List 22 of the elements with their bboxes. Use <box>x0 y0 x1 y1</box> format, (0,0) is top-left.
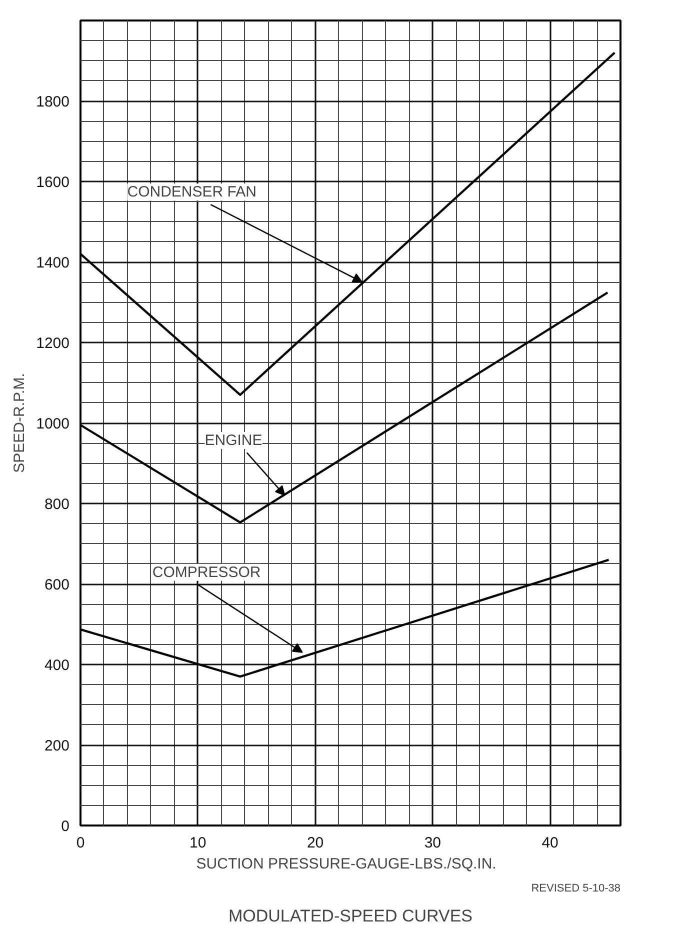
text: MODULATED-SPEED CURVES <box>228 906 473 926</box>
x-axis-title: SUCTION PRESSURE-GAUGE-LBS./SQ.IN. <box>196 856 496 872</box>
y-tick-label: 1200 <box>36 335 70 352</box>
text: REVISED 5-10-38 <box>531 882 621 894</box>
y-tick-label: 800 <box>44 496 70 513</box>
x-tick-label: 0 <box>76 834 85 852</box>
y-tick-label: 1400 <box>36 254 70 272</box>
x-tick-label: 40 <box>542 834 558 852</box>
annotation: CONDENSER FAN <box>127 184 256 201</box>
x-tick-label: 10 <box>190 834 206 852</box>
x-tick-label: 30 <box>424 834 442 852</box>
y-axis-title: SPEED-R.P.M. <box>11 373 28 473</box>
y-tick-label: 0 <box>61 818 70 835</box>
x-tick-label: 20 <box>306 834 324 852</box>
y-tick-label: 1600 <box>36 174 70 191</box>
y-tick-label: 600 <box>44 576 70 594</box>
y-tick-label: 200 <box>44 738 70 754</box>
annotation: COMPRESSOR <box>152 564 261 581</box>
y-tick-label: 1000 <box>36 416 70 432</box>
y-tick-label: 1800 <box>36 94 70 110</box>
annotation: ENGINE <box>204 432 262 449</box>
y-tick-label: 400 <box>44 657 70 674</box>
